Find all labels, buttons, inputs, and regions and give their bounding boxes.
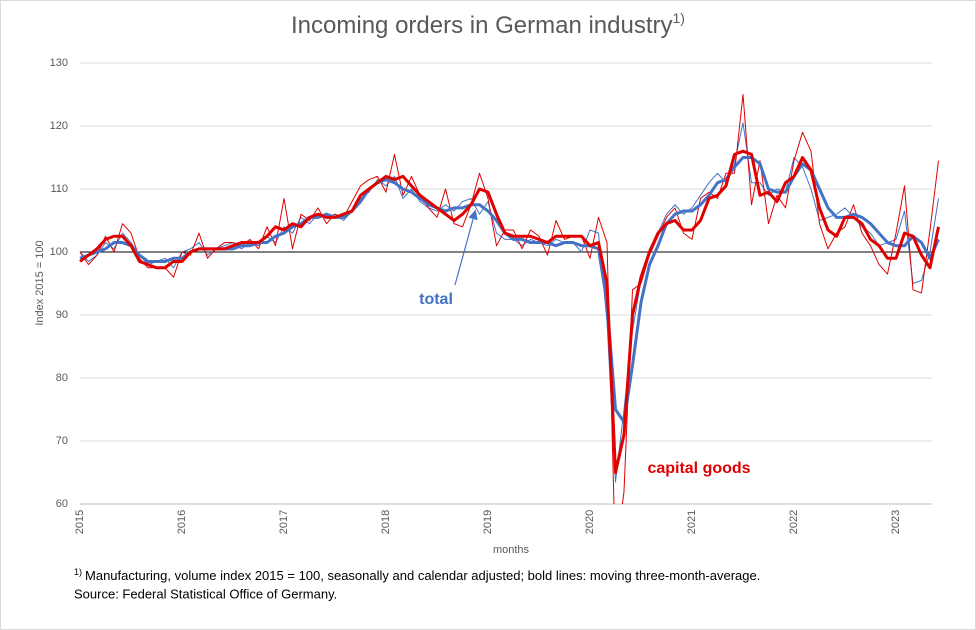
grid: 60 70 80 90 100 110 120 130 2015 2016 2017 2018 2019…	[50, 57, 932, 534]
x-tick-label: 2020	[584, 510, 596, 534]
average-line	[79, 149, 940, 474]
y-tick-label: 80	[56, 372, 68, 384]
y-tick-label: 60	[56, 498, 68, 510]
y-axis-label: Index 2015 = 100	[34, 240, 46, 325]
y-tick-label: 90	[56, 309, 68, 321]
x-tick-label: 2023	[890, 510, 902, 534]
series-label: total	[419, 291, 453, 308]
y-tick-label: 110	[50, 183, 68, 195]
y-tick-label: 70	[56, 435, 68, 447]
lines	[79, 94, 940, 504]
x-tick-label: 2018	[380, 510, 392, 534]
monthly-line	[79, 122, 939, 483]
chart-title: Incoming orders in German industry1)	[291, 10, 685, 40]
x-axis-label: months	[493, 544, 530, 556]
source: Source: Federal Statistical Office of Ge…	[74, 586, 337, 601]
x-tick-label: 2017	[278, 510, 290, 534]
annotations: total capital goods	[419, 291, 751, 477]
series-label: capital goods	[647, 460, 750, 477]
y-tick-label: 130	[50, 57, 68, 69]
y-tick-label: 100	[50, 246, 68, 258]
x-tick-label: 2022	[788, 510, 800, 534]
footnote-marker: 1)	[74, 567, 82, 577]
monthly-line	[79, 94, 939, 504]
x-tick-label: 2016	[176, 510, 188, 534]
footnote-text: Manufacturing, volume index 2015 = 100, …	[85, 568, 760, 583]
x-tick-label: 2015	[74, 510, 86, 534]
y-tick-label: 120	[50, 120, 68, 132]
x-tick-label: 2021	[686, 510, 698, 534]
title-text: Incoming orders in German industry	[291, 12, 673, 39]
footnote: 1) Manufacturing, volume index 2015 = 100…	[74, 567, 760, 583]
x-tick-label: 2019	[482, 510, 494, 534]
annotation-arrow	[454, 209, 478, 286]
title-note: 1)	[673, 10, 685, 26]
